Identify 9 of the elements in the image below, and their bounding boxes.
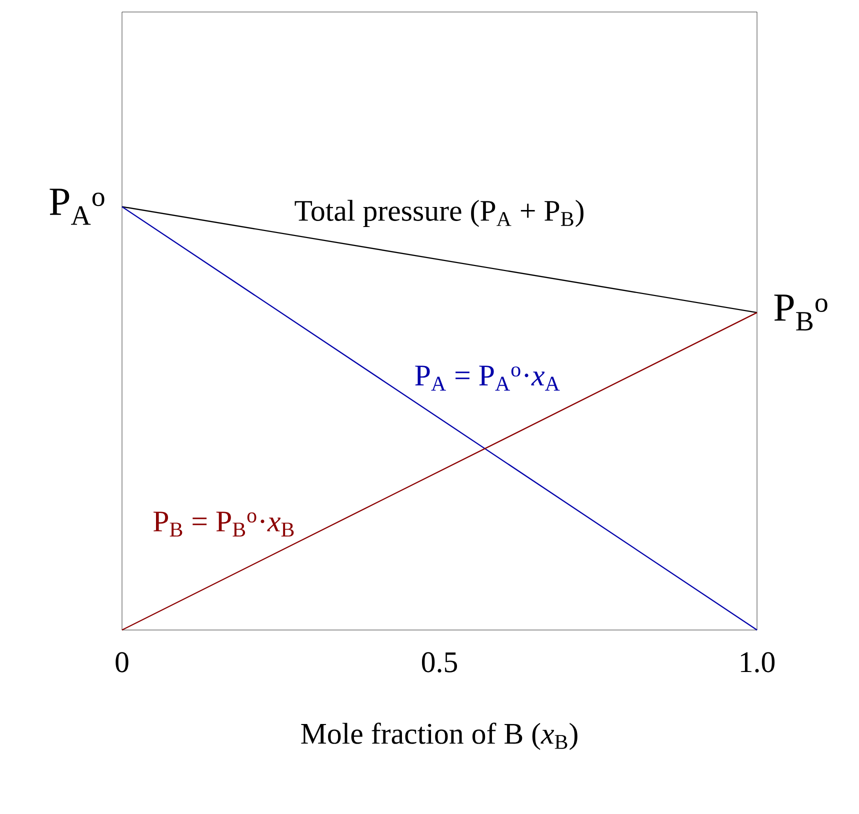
x-tick-label: 1.0 <box>740 652 775 672</box>
x-tick-label: 0.5 <box>422 652 458 672</box>
annotation: P$_{A}$o <box>50 188 104 225</box>
x-axis-title: Mole fraction of B (x$_{B}$) <box>301 722 578 750</box>
series-label: P$_{A}$ = P$_{A}$$^{o}$·x$_{A}$ <box>415 366 560 391</box>
series-label: Total pressure (P$_{A}$ + P$_{B}$) <box>294 200 584 228</box>
annotation: P$_{B}$o <box>774 294 828 330</box>
series-label: P$_{B}$ = P$_{B}$$^{o}$·x$_{B}$ <box>153 512 294 537</box>
x-tick-label: 0 <box>116 652 128 672</box>
